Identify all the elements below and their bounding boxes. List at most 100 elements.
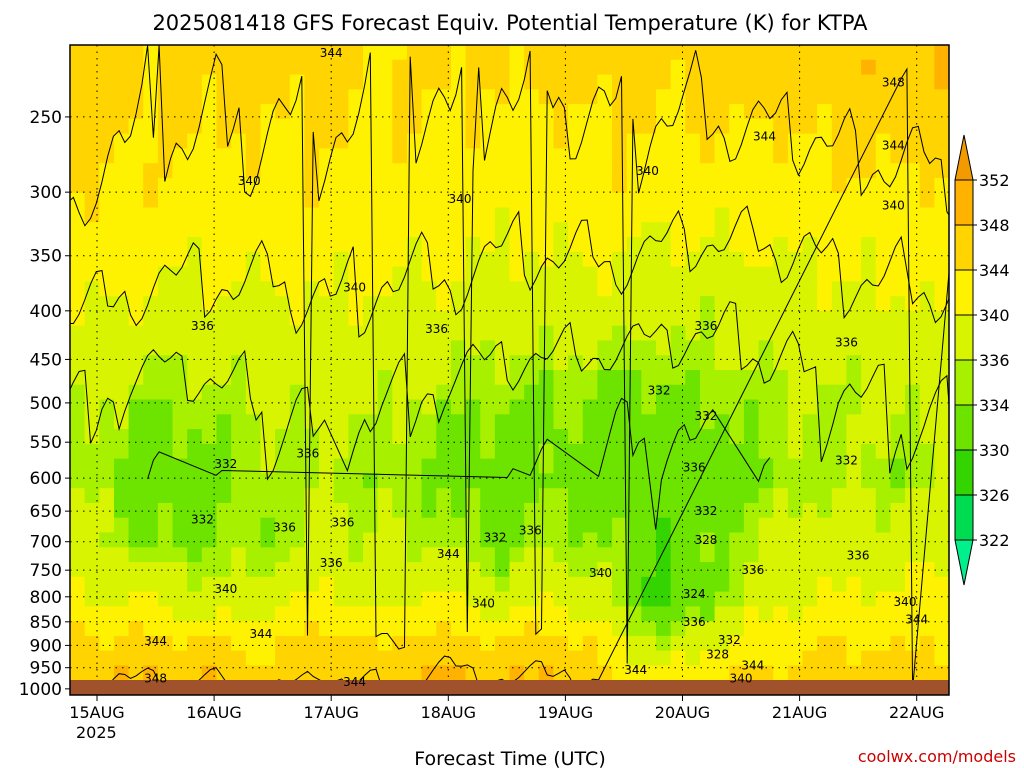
field-cell: [612, 384, 628, 401]
field-cell: [670, 370, 686, 386]
field-cell: [919, 370, 935, 386]
field-cell: [406, 532, 423, 548]
field-cell: [157, 650, 174, 667]
field-cell: [465, 133, 481, 150]
field-cell: [846, 473, 862, 489]
field-cell: [201, 414, 218, 430]
field-cell: [729, 192, 745, 209]
field-cell: [919, 473, 935, 489]
field-cell: [758, 281, 774, 297]
field-cell: [890, 562, 906, 578]
field-cell: [875, 606, 891, 622]
contour-label: 332: [648, 383, 671, 397]
field-cell: [319, 89, 335, 105]
field-cell: [275, 148, 291, 164]
field-cell: [656, 429, 672, 445]
field-cell: [392, 576, 408, 593]
field-cell: [187, 621, 203, 637]
field-cell: [919, 355, 935, 371]
field-cell: [861, 163, 877, 179]
field-cell: [597, 473, 613, 489]
field-cell: [494, 163, 511, 179]
field-cell: [84, 621, 100, 637]
field-cell: [319, 665, 335, 681]
field-cell: [70, 222, 86, 238]
field-cell: [875, 45, 891, 61]
field-cell: [831, 222, 848, 238]
credit-link[interactable]: coolwx.com/models: [858, 747, 1016, 766]
field-cell: [260, 74, 276, 90]
field-cell: [289, 207, 305, 223]
field-cell: [406, 576, 423, 593]
field-cell: [450, 59, 467, 76]
field-cell: [99, 266, 115, 282]
field-cell: [128, 177, 144, 194]
field-cell: [714, 296, 730, 312]
field-cell: [84, 310, 100, 327]
field-cell: [568, 104, 584, 120]
field-cell: [128, 488, 144, 504]
colorbar-label: 352: [979, 171, 1010, 190]
field-cell: [802, 296, 818, 312]
field-cell: [817, 163, 833, 179]
field-cell: [641, 473, 657, 489]
field-cell: [289, 133, 305, 150]
field-cell: [260, 547, 276, 563]
field-cell: [685, 192, 701, 209]
field-cell: [597, 207, 613, 223]
field-cell: [406, 118, 423, 135]
field-cell: [612, 473, 628, 489]
field-cell: [714, 118, 730, 135]
field-cell: [787, 310, 804, 327]
field-cell: [157, 576, 174, 593]
field-cell: [450, 576, 467, 593]
field-cell: [392, 281, 408, 297]
field-cell: [641, 547, 657, 563]
field-cell: [421, 325, 437, 342]
field-cell: [84, 488, 100, 504]
field-cell: [656, 45, 672, 61]
field-cell: [802, 45, 818, 61]
field-cell: [875, 325, 891, 342]
field-cell: [450, 473, 467, 489]
field-cell: [641, 118, 657, 135]
field-cell: [773, 59, 789, 76]
field-cell: [421, 281, 437, 297]
field-cell: [802, 89, 818, 105]
field-cell: [729, 502, 745, 519]
field-cell: [890, 621, 906, 637]
field-cell: [216, 562, 232, 578]
field-cell: [553, 281, 569, 297]
field-cell: [582, 104, 598, 120]
field-cell: [436, 532, 452, 548]
field-cell: [670, 443, 686, 460]
field-cell: [319, 473, 335, 489]
field-cell: [568, 310, 584, 327]
field-cell: [685, 325, 701, 342]
field-cell: [84, 473, 100, 489]
field-cell: [406, 192, 423, 209]
field-cell: [553, 591, 569, 607]
field-cell: [685, 89, 701, 105]
contour-line-344: [70, 45, 949, 664]
field-cell: [377, 237, 393, 253]
field-cell: [758, 192, 774, 209]
field-cell: [260, 89, 276, 105]
field-cell: [333, 458, 349, 475]
field-cell: [99, 118, 115, 135]
field-cell: [934, 340, 949, 356]
field-cell: [172, 325, 188, 342]
field-cell: [597, 414, 613, 430]
field-cell: [84, 606, 100, 622]
field-cell: [641, 310, 657, 327]
field-cell: [450, 384, 467, 401]
field-cell: [553, 45, 569, 61]
field-cell: [714, 370, 730, 386]
field-cell: [70, 45, 86, 61]
field-cell: [143, 606, 159, 622]
field-cell: [802, 547, 818, 563]
field-cell: [787, 621, 804, 637]
field-cell: [245, 266, 262, 282]
field-cell: [802, 74, 818, 90]
